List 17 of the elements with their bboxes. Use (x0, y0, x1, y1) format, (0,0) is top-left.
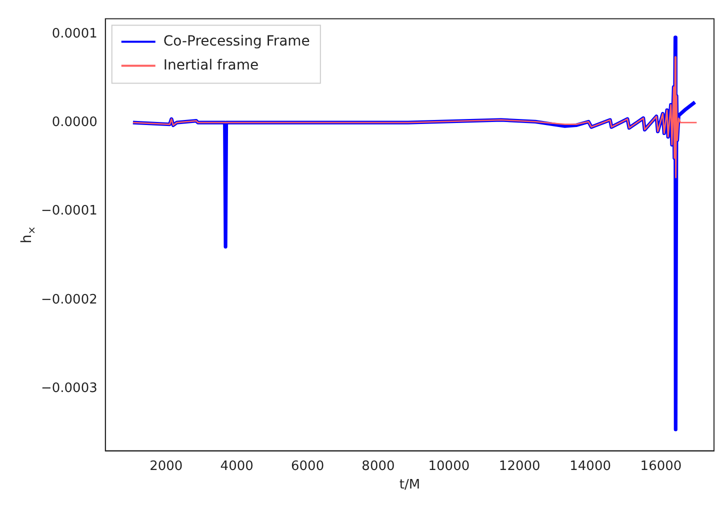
y-tick-label: −0.0001 (40, 204, 98, 219)
x-tick-label: 4000 (220, 458, 254, 474)
x-tick-label: 12000 (498, 458, 540, 474)
x-tick-label: 6000 (291, 458, 324, 474)
y-tick-label: 0.0000 (52, 114, 98, 130)
legend-label: Co-Precessing Frame (163, 33, 310, 50)
y-tick-label: 0.0001 (52, 26, 98, 42)
y-tick-label: −0.0003 (40, 381, 98, 396)
x-tick-label: 14000 (570, 458, 611, 474)
x-tick-label: 2000 (150, 458, 183, 474)
y-axis-title: h× (19, 226, 38, 244)
x-tick-label: 16000 (640, 458, 682, 474)
x-tick-label: 8000 (362, 458, 395, 474)
x-axis-title: t/M (399, 478, 420, 493)
x-tick-label: 10000 (428, 458, 470, 474)
y-tick-label: −0.0002 (40, 292, 98, 308)
legend-label: Inertial frame (163, 57, 259, 74)
